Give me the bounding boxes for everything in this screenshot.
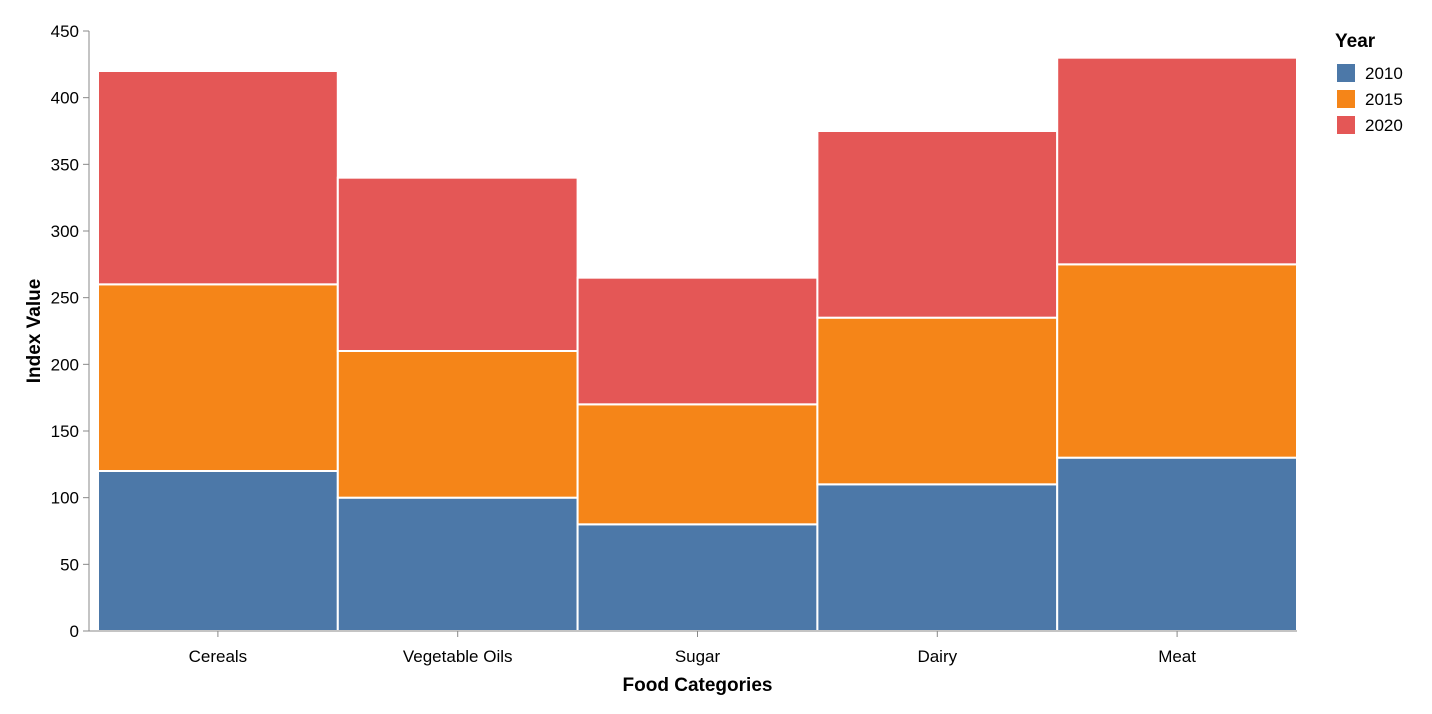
x-tick-label: Meat	[1158, 647, 1196, 666]
legend-items: 2010 2015 2020	[1337, 64, 1403, 135]
bar-cereals-2010	[97, 470, 339, 632]
y-tick-label: 400	[51, 89, 79, 108]
legend-swatch-2020	[1337, 116, 1355, 134]
legend-swatch-2010	[1337, 64, 1355, 82]
x-tick-label: Dairy	[917, 647, 957, 666]
bar-dairy-2020	[816, 130, 1059, 319]
legend-label-2015: 2015	[1365, 90, 1403, 109]
bars-layer	[97, 56, 1298, 633]
bar-meat-2015	[1056, 263, 1298, 459]
legend-label-2010: 2010	[1365, 64, 1403, 83]
y-tick-label: 350	[51, 155, 79, 174]
bar-cereals-2020	[97, 70, 339, 286]
legend-title: Year	[1335, 31, 1376, 52]
x-tick-label: Cereals	[189, 647, 248, 666]
bar-dairy-2015	[816, 316, 1059, 486]
legend: Year 2010 2015 2020	[1335, 31, 1403, 135]
bar-sugar-2010	[576, 523, 819, 632]
y-tick-label: 300	[51, 222, 79, 241]
y-axis-title: Index Value	[24, 279, 45, 384]
bar-cereals-2015	[97, 283, 339, 473]
x-axis-title: Food Categories	[623, 675, 773, 696]
legend-label-2020: 2020	[1365, 116, 1403, 135]
y-tick-label: 250	[51, 289, 79, 308]
y-tick-label: 0	[70, 622, 79, 641]
y-tick-label: 450	[51, 22, 79, 41]
y-tick-label: 200	[51, 355, 79, 374]
bar-sugar-2020	[576, 276, 819, 406]
y-axis: 0 50 100 150 200 250 300 350 400 450	[51, 22, 90, 641]
x-axis: Cereals Vegetable Oils Sugar Dairy Meat	[89, 630, 1297, 666]
x-tick-label: Vegetable Oils	[403, 647, 513, 666]
legend-swatch-2015	[1337, 90, 1355, 108]
bar-vegetable-oils-2020	[336, 176, 579, 352]
y-tick-label: 150	[51, 422, 79, 441]
bar-dairy-2010	[816, 483, 1059, 633]
bar-vegetable-oils-2010	[336, 496, 579, 632]
x-tick-label: Sugar	[675, 647, 721, 666]
y-tick-label: 50	[60, 555, 79, 574]
bar-sugar-2015	[576, 403, 819, 526]
bar-meat-2020	[1056, 56, 1298, 266]
bar-vegetable-oils-2015	[336, 350, 579, 499]
bar-meat-2010	[1056, 456, 1298, 632]
y-tick-label: 100	[51, 489, 79, 508]
